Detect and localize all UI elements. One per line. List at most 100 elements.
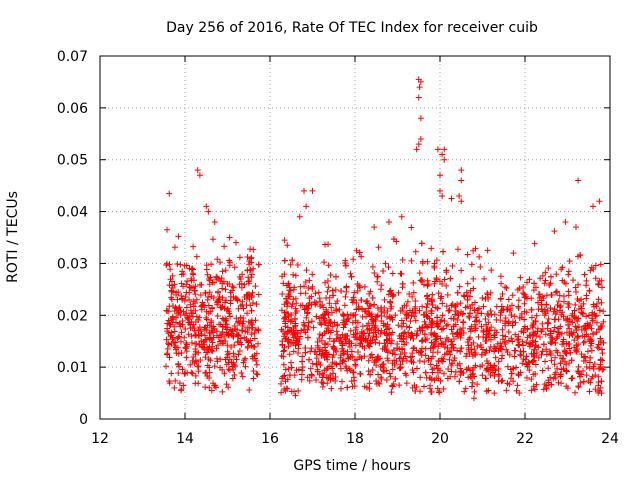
data-point xyxy=(577,252,584,259)
data-point xyxy=(449,341,456,348)
data-point xyxy=(460,319,467,326)
data-point xyxy=(508,302,515,309)
data-point xyxy=(466,293,473,300)
data-point xyxy=(215,342,222,349)
data-point xyxy=(185,331,192,338)
data-point xyxy=(499,290,506,297)
data-point xyxy=(479,294,486,301)
data-point xyxy=(247,302,254,309)
data-point xyxy=(430,331,437,338)
data-point xyxy=(233,296,240,303)
data-point xyxy=(244,310,251,317)
data-point xyxy=(486,334,493,341)
data-point xyxy=(449,330,456,337)
data-point xyxy=(467,367,474,374)
data-point xyxy=(206,334,213,341)
data-point xyxy=(477,263,484,270)
data-point xyxy=(529,359,536,365)
data-point xyxy=(310,324,317,331)
data-point xyxy=(483,365,490,372)
data-point xyxy=(324,278,331,285)
data-point xyxy=(508,312,515,319)
data-point xyxy=(255,291,262,298)
data-point xyxy=(437,295,444,302)
data-point xyxy=(187,361,194,368)
data-point xyxy=(314,339,321,346)
data-point xyxy=(539,348,546,355)
data-point xyxy=(404,298,411,305)
data-point xyxy=(505,296,512,303)
data-point xyxy=(384,355,391,362)
data-point xyxy=(203,203,210,210)
data-point xyxy=(390,347,397,354)
data-point xyxy=(174,310,181,317)
data-point xyxy=(330,292,337,299)
data-point xyxy=(172,339,179,346)
data-point xyxy=(169,272,176,279)
data-point xyxy=(586,365,593,372)
data-point xyxy=(437,187,443,194)
data-point xyxy=(576,373,583,380)
data-point xyxy=(499,326,506,333)
data-point xyxy=(304,334,311,341)
data-point xyxy=(540,386,547,393)
data-point xyxy=(209,305,216,312)
data-point xyxy=(164,350,171,357)
data-point xyxy=(305,284,312,291)
data-point xyxy=(410,335,417,342)
data-point xyxy=(357,371,364,378)
data-point xyxy=(427,361,434,368)
data-point xyxy=(475,305,482,312)
data-point xyxy=(444,375,451,382)
data-point xyxy=(380,268,387,275)
data-point xyxy=(577,303,584,310)
data-point xyxy=(283,309,290,316)
data-point xyxy=(457,348,464,355)
data-point xyxy=(255,327,262,334)
data-point xyxy=(234,296,241,303)
data-point xyxy=(281,257,288,264)
data-point xyxy=(483,321,490,328)
data-point xyxy=(196,172,203,179)
data-point xyxy=(587,322,594,329)
data-point xyxy=(533,312,540,319)
data-point xyxy=(484,325,491,332)
data-point xyxy=(298,327,305,334)
data-point xyxy=(200,341,207,348)
data-point xyxy=(597,356,604,363)
data-point xyxy=(597,335,604,342)
data-point xyxy=(515,372,522,379)
data-point xyxy=(347,270,354,277)
data-point xyxy=(477,341,484,348)
data-point xyxy=(253,350,260,357)
data-point xyxy=(535,344,542,351)
data-point xyxy=(380,361,387,368)
data-point xyxy=(450,345,457,352)
data-point xyxy=(171,244,178,251)
data-point xyxy=(419,325,426,332)
data-point xyxy=(378,313,385,320)
data-point xyxy=(538,351,545,358)
data-point xyxy=(236,254,243,261)
data-point xyxy=(540,341,547,348)
data-point xyxy=(228,343,235,350)
data-point xyxy=(422,345,429,352)
data-point xyxy=(468,383,475,390)
data-point xyxy=(416,270,423,277)
data-point xyxy=(208,329,215,336)
data-point xyxy=(193,253,200,260)
data-point xyxy=(371,224,378,231)
data-point xyxy=(458,308,465,315)
data-point xyxy=(350,312,357,319)
data-point xyxy=(504,304,511,311)
data-point xyxy=(559,355,566,362)
data-point xyxy=(252,326,259,333)
data-point xyxy=(392,375,399,382)
data-point xyxy=(434,305,441,312)
data-point xyxy=(418,276,425,283)
data-point xyxy=(174,260,181,267)
data-point xyxy=(412,303,419,310)
data-point xyxy=(491,390,498,397)
data-point xyxy=(580,339,587,346)
data-point xyxy=(309,283,316,290)
